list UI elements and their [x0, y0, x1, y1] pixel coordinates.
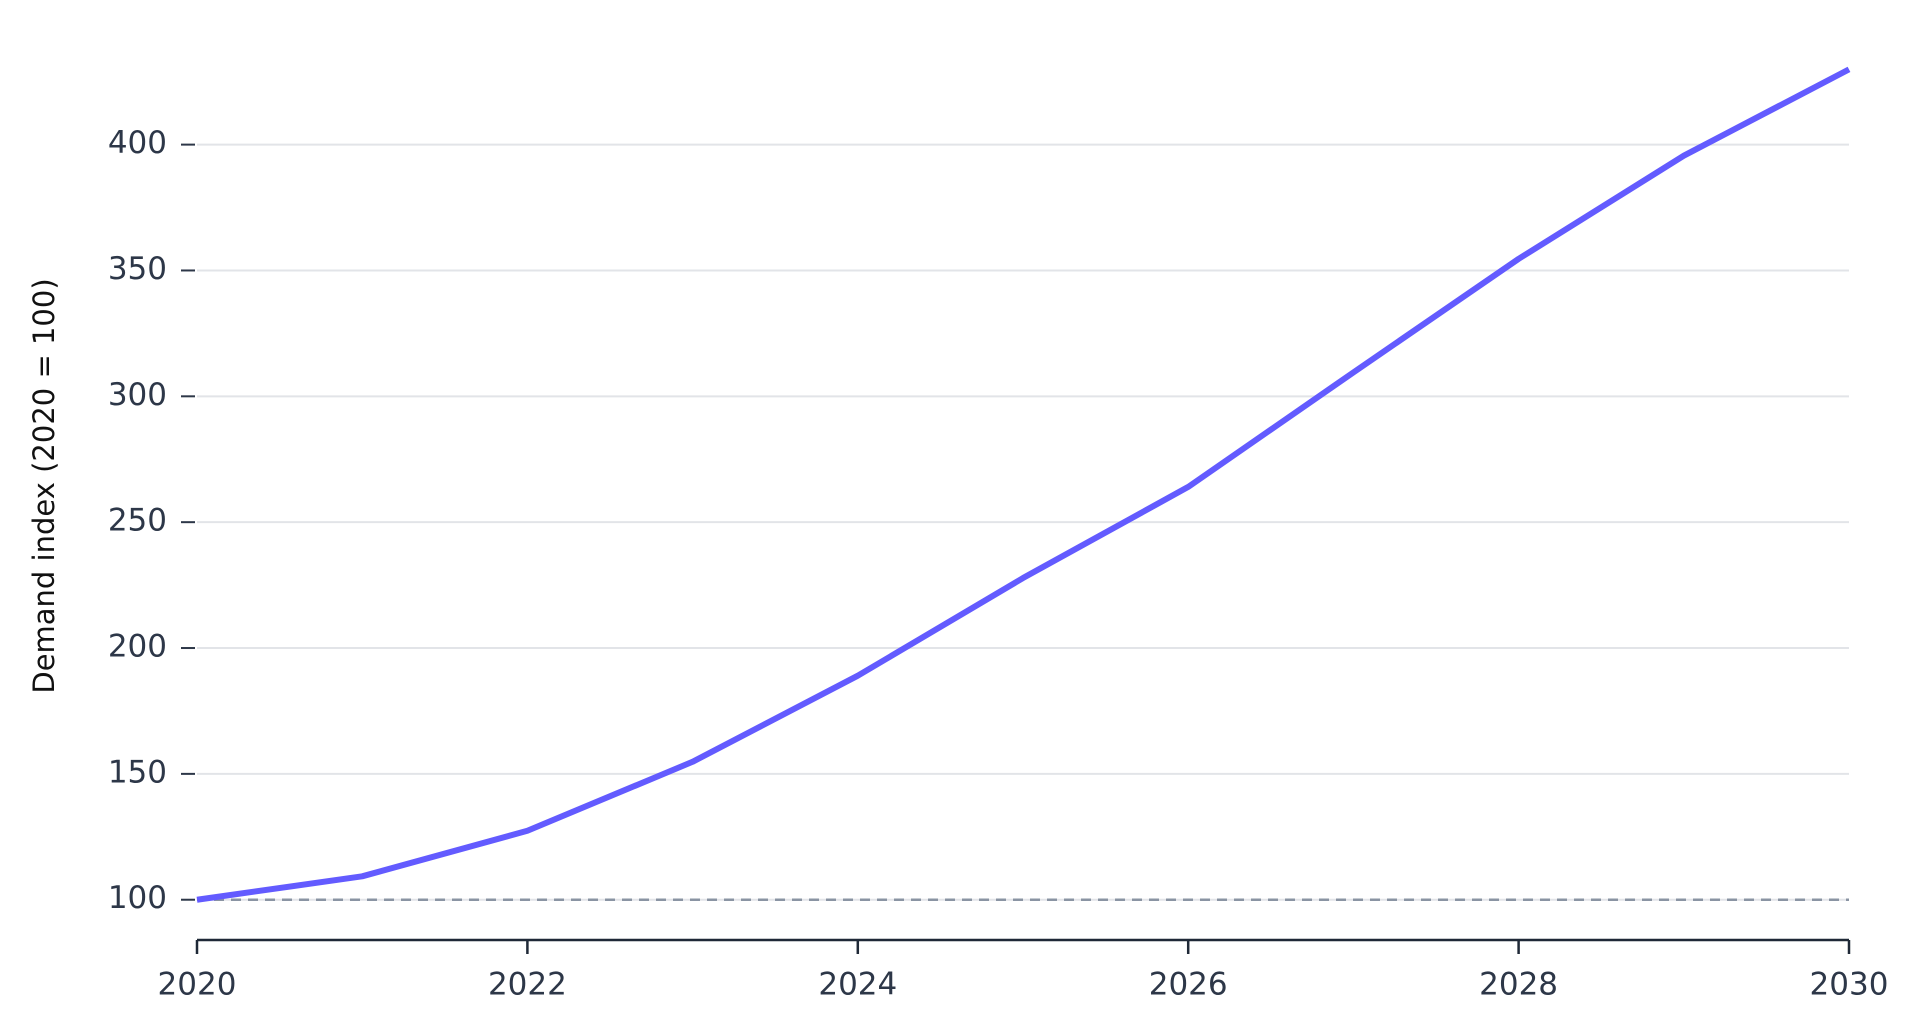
y-tick-label: 350 — [108, 251, 167, 287]
y-tick-label: 400 — [108, 125, 167, 161]
y-tick-label: 100 — [108, 880, 167, 916]
x-tick-label: 2024 — [818, 967, 897, 1003]
data-line — [196, 66, 1851, 903]
x-tick-label: 2020 — [158, 967, 237, 1003]
y-axis-title: Demand index (2020 = 100) — [27, 278, 61, 693]
y-tick-label: 150 — [108, 754, 167, 790]
y-tick-label: 200 — [108, 629, 167, 665]
y-tick-label: 300 — [108, 377, 167, 413]
x-tick-label: 2030 — [1810, 967, 1889, 1003]
x-tick-label: 2028 — [1479, 967, 1558, 1003]
y-tick-label: 250 — [108, 503, 167, 539]
x-tick-label: 2022 — [488, 967, 567, 1003]
x-tick-label: 2026 — [1149, 967, 1228, 1003]
